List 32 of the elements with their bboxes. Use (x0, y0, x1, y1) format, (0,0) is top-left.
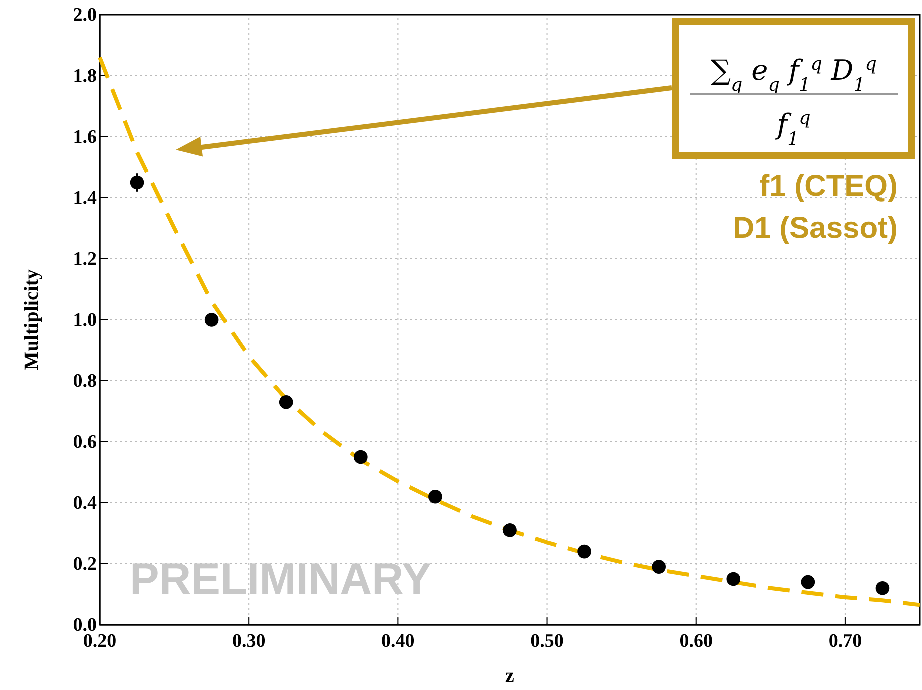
y-tick-label: 0.8 (73, 371, 97, 392)
point (578, 544, 592, 559)
point (204, 313, 219, 327)
y-tick-label: 0.4 (73, 493, 98, 514)
y-tick-label: 1.0 (73, 310, 97, 332)
y-axis-title: Multiplicity (21, 269, 43, 371)
y-tick-label: 1.4 (73, 188, 98, 210)
point (354, 450, 368, 464)
point (503, 524, 517, 538)
point (652, 560, 666, 574)
point (130, 176, 144, 190)
x-tick-label: 0.40 (382, 631, 415, 652)
y-tick-label: 0.6 (73, 432, 97, 454)
point (801, 575, 816, 590)
point (428, 490, 442, 504)
x-axis-title: z (506, 665, 515, 687)
y-tick-label: 1.2 (73, 249, 97, 270)
y-tick-label: 1.8 (73, 66, 97, 88)
point (876, 582, 890, 596)
x-tick-label: 0.20 (83, 631, 117, 652)
x-tick-label: 0.30 (232, 631, 266, 652)
x-tick-label: 0.50 (530, 631, 564, 652)
y-tick-label: 1.6 (73, 127, 97, 148)
point (279, 395, 294, 410)
line-series (98, 56, 922, 608)
annotation: D1 (Sassot) (732, 212, 898, 245)
y-tick-label: 2.0 (73, 5, 97, 26)
x-tick-label: 0.70 (828, 631, 862, 652)
point (726, 572, 741, 586)
x-tick-label: 0.60 (680, 631, 713, 652)
y-tick-label: 0.2 (73, 554, 97, 576)
annotation: f1 (CTEQ) (760, 170, 898, 203)
